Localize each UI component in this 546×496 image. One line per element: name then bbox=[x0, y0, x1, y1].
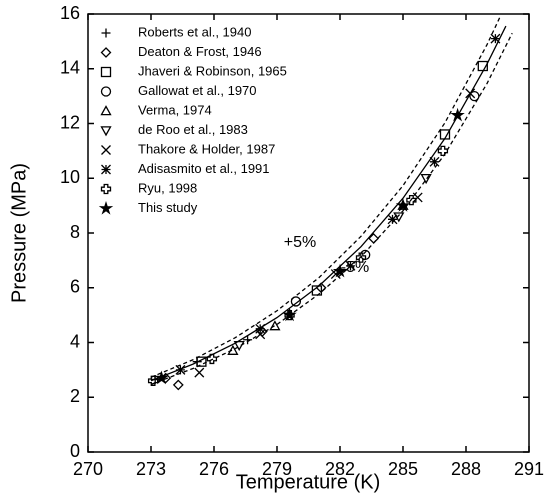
legend-marker bbox=[100, 126, 112, 137]
legend-label: Adisasmito et al., 1991 bbox=[138, 161, 270, 176]
y-tick-label: 0 bbox=[70, 441, 80, 461]
marker bbox=[290, 296, 302, 307]
legend-marker bbox=[100, 66, 112, 78]
marker bbox=[477, 60, 488, 72]
marker bbox=[196, 356, 207, 367]
y-tick-label: 6 bbox=[70, 277, 80, 297]
marker bbox=[387, 214, 398, 225]
y-tick-label: 12 bbox=[60, 112, 80, 132]
marker bbox=[255, 323, 266, 334]
x-tick-label: 279 bbox=[262, 459, 292, 479]
marker bbox=[412, 192, 423, 203]
legend-label: Ryu, 1998 bbox=[138, 180, 197, 195]
marker bbox=[490, 33, 501, 44]
x-tick-label: 285 bbox=[388, 459, 418, 479]
marker bbox=[175, 364, 186, 375]
marker bbox=[269, 320, 281, 331]
x-tick-label: 270 bbox=[73, 459, 103, 479]
legend-label: de Roo et al., 1983 bbox=[138, 122, 248, 137]
marker bbox=[233, 340, 245, 352]
fit-curve bbox=[150, 25, 507, 382]
marker bbox=[450, 107, 465, 122]
legend-label: Roberts et al., 1940 bbox=[138, 24, 251, 39]
x-tick-label: 282 bbox=[325, 459, 355, 479]
marker bbox=[206, 353, 218, 365]
legend-label: Deaton & Frost, 1946 bbox=[138, 44, 262, 59]
annotation: -5% bbox=[341, 259, 369, 276]
marker bbox=[154, 370, 169, 385]
y-tick-label: 8 bbox=[70, 222, 80, 242]
legend-marker bbox=[101, 145, 111, 155]
legend-marker bbox=[101, 28, 111, 38]
fit-curve bbox=[150, 17, 501, 378]
plot-frame bbox=[87, 13, 530, 453]
legend-label: This study bbox=[138, 200, 198, 215]
x-tick-label: 288 bbox=[451, 459, 481, 479]
marker bbox=[332, 263, 348, 278]
legend-marker bbox=[101, 164, 111, 175]
x-tick-label: 291 bbox=[514, 459, 544, 479]
marker bbox=[355, 252, 367, 263]
y-tick-label: 10 bbox=[60, 167, 80, 187]
marker bbox=[194, 367, 205, 378]
legend-marker bbox=[100, 47, 112, 58]
marker bbox=[282, 307, 297, 322]
marker bbox=[469, 90, 480, 102]
marker bbox=[406, 194, 417, 206]
x-tick-label: 273 bbox=[136, 459, 166, 479]
marker bbox=[429, 156, 440, 167]
x-tick-label: 276 bbox=[199, 459, 229, 479]
fit-curve bbox=[150, 32, 513, 385]
legend-label: Jhaveri & Robinson, 1965 bbox=[138, 63, 287, 78]
marker bbox=[227, 344, 239, 355]
marker bbox=[437, 145, 449, 157]
y-tick-label: 2 bbox=[70, 386, 80, 406]
annotation: +5% bbox=[284, 234, 316, 251]
y-tick-label: 16 bbox=[60, 3, 80, 23]
marker bbox=[368, 233, 380, 244]
marker bbox=[395, 198, 411, 212]
marker bbox=[172, 379, 184, 391]
marker bbox=[243, 335, 253, 345]
legend-label: Thakore & Holder, 1987 bbox=[138, 141, 275, 156]
legend-marker bbox=[98, 200, 114, 215]
legend-label: Gallowat et al., 1970 bbox=[138, 83, 257, 98]
marker bbox=[345, 260, 356, 271]
legend-label: Verma, 1974 bbox=[138, 102, 212, 117]
legend-marker bbox=[100, 105, 112, 116]
legend-marker bbox=[100, 86, 112, 97]
y-tick-label: 4 bbox=[70, 331, 80, 351]
marker bbox=[311, 285, 323, 296]
y-axis-title: Pressure (MPa) bbox=[8, 163, 30, 303]
marker bbox=[439, 129, 451, 140]
marker bbox=[393, 212, 405, 223]
marker bbox=[420, 173, 432, 185]
legend-marker bbox=[100, 183, 112, 195]
x-axis-title: Temperature (K) bbox=[236, 471, 381, 493]
marker bbox=[147, 375, 159, 386]
y-tick-label: 14 bbox=[60, 58, 80, 78]
marker bbox=[465, 88, 476, 99]
